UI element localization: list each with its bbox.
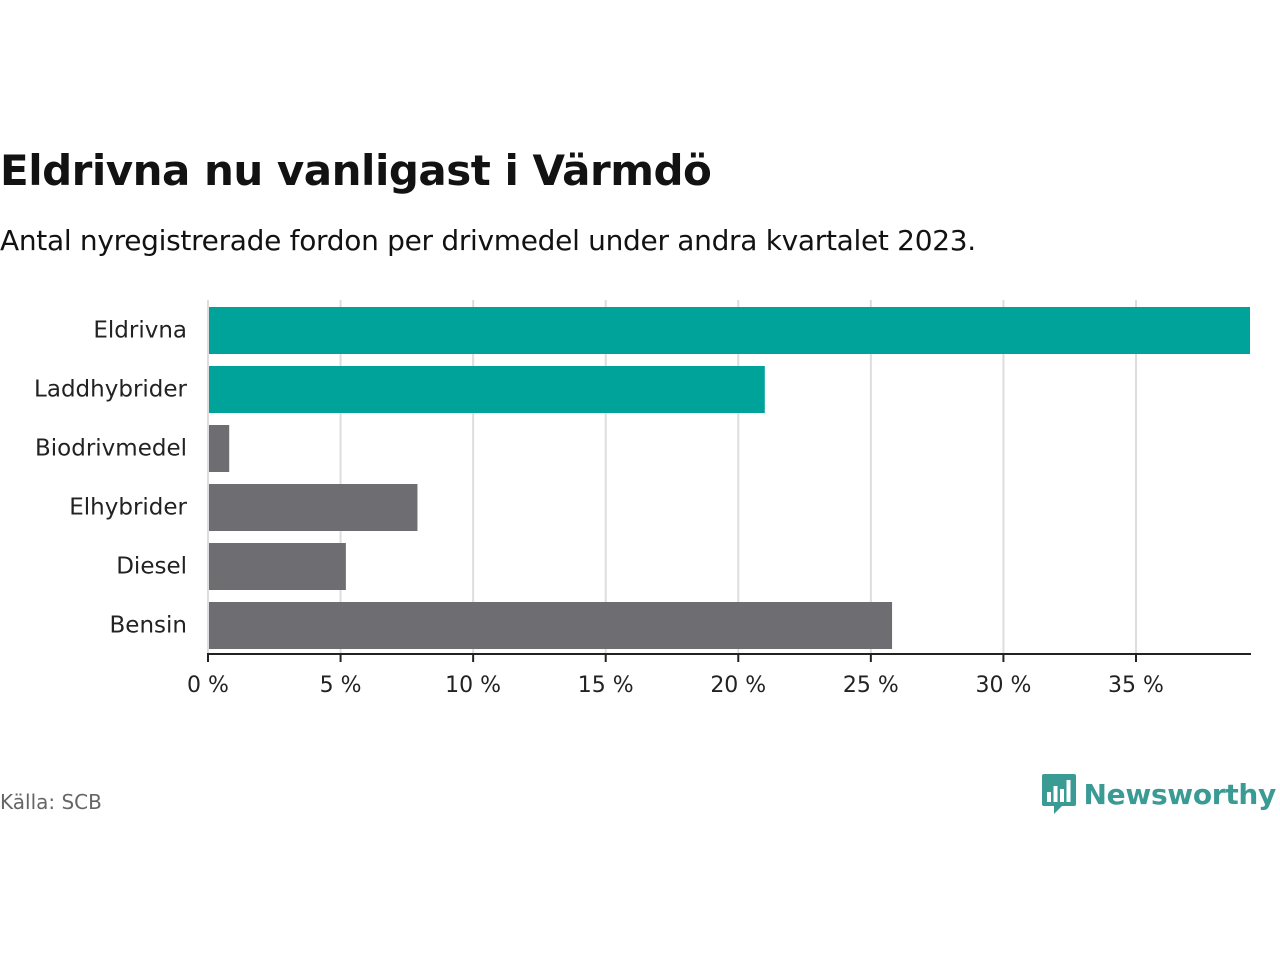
bar-diesel — [208, 543, 346, 590]
bar-eldrivna — [208, 307, 1250, 354]
category-label: Eldrivna — [93, 318, 187, 344]
bar-biodrivmedel — [208, 425, 230, 472]
bar-chart: Eldrivna Laddhybrider Biodrivmedel Elhybrid… — [34, 300, 1251, 698]
chart-subtitle: Antal nyregistrerade fordon per drivmede… — [0, 224, 976, 257]
category-label: Elhybrider — [69, 495, 187, 521]
category-label: Biodrivmedel — [35, 436, 187, 462]
category-labels: Eldrivna Laddhybrider Biodrivmedel Elhybrid… — [34, 318, 187, 639]
newsworthy-logo-icon — [1041, 774, 1076, 814]
x-tick-label: 20 % — [710, 673, 766, 698]
chart-title: Eldrivna nu vanligast i Värmdö — [0, 146, 712, 195]
bar-elhybrider — [208, 484, 418, 531]
category-label: Laddhybrider — [34, 377, 187, 403]
source-note: Källa: SCB — [0, 790, 102, 814]
x-tick-label: 5 % — [320, 673, 362, 698]
bar-bensin — [208, 602, 893, 649]
grid-lines — [339, 300, 1137, 654]
category-label: Bensin — [110, 613, 187, 639]
x-tick-label: 10 % — [445, 673, 501, 698]
brand-logo: Newsworthy — [1041, 774, 1277, 814]
brand-name: Newsworthy — [1083, 777, 1277, 811]
x-tick-label: 25 % — [843, 673, 899, 698]
category-label: Diesel — [116, 554, 187, 580]
bars — [208, 307, 1250, 649]
x-tick-label: 30 % — [975, 673, 1031, 698]
bar-laddhybrider — [208, 366, 765, 413]
x-axis: 0 % 5 % 10 % 15 % 20 % 25 % 30 % 35 % — [187, 300, 1251, 698]
x-tick-label: 15 % — [578, 673, 634, 698]
x-tick-label: 35 % — [1108, 673, 1164, 698]
x-tick-label: 0 % — [187, 673, 229, 698]
